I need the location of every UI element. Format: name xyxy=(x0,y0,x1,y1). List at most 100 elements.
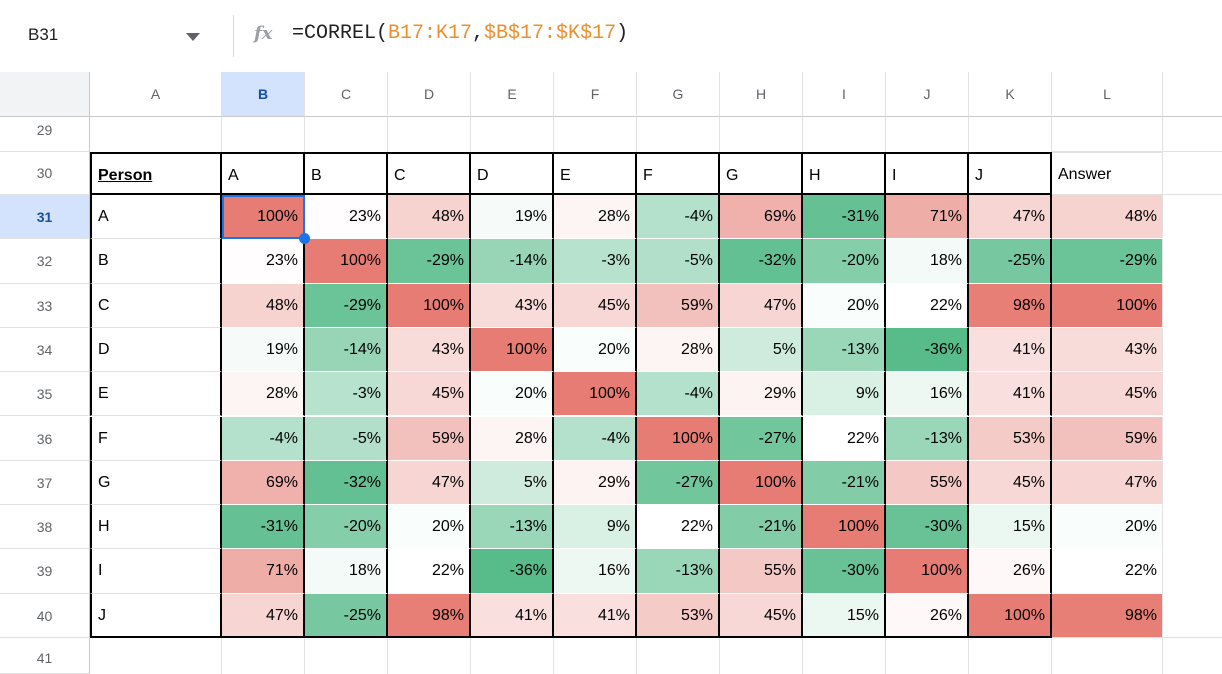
cell-person-D[interactable]: D xyxy=(90,327,222,373)
cell-D36[interactable]: 59% xyxy=(388,416,471,461)
row-header-35[interactable]: 35 xyxy=(0,372,90,417)
row-header-36[interactable]: 36 xyxy=(0,416,90,461)
cell-person-G[interactable]: G xyxy=(90,460,222,506)
cell-D31[interactable]: 48% xyxy=(388,195,471,240)
cell-header-F[interactable]: F xyxy=(637,152,720,195)
cell-J32[interactable]: 18% xyxy=(886,239,969,284)
cell-empty-r41[interactable] xyxy=(90,638,222,674)
cell-empty-39[interactable] xyxy=(1163,549,1222,594)
cell-J38[interactable]: -30% xyxy=(886,505,969,550)
column-header-A[interactable]: A xyxy=(90,72,222,117)
cell-B33[interactable]: 48% xyxy=(222,283,305,328)
cell-person-I[interactable]: I xyxy=(90,549,222,594)
cell-header-answer[interactable]: Answer xyxy=(1052,152,1163,195)
cell-G34[interactable]: 28% xyxy=(637,327,720,373)
cell-header-G[interactable]: G xyxy=(720,152,803,195)
cell-J40[interactable]: 26% xyxy=(886,593,969,638)
cell-D37[interactable]: 47% xyxy=(388,460,471,506)
cell-B36[interactable]: -4% xyxy=(222,416,305,461)
cell-K32[interactable]: -25% xyxy=(969,239,1052,284)
cell-empty-r29[interactable] xyxy=(1052,117,1163,152)
cell-G35[interactable]: -4% xyxy=(637,372,720,417)
cell-empty-r29[interactable] xyxy=(554,117,637,152)
cell-E40[interactable]: 41% xyxy=(471,593,554,638)
formula-input[interactable]: =CORREL(B17:K17,$B$17:$K$17) xyxy=(292,22,628,45)
cell-empty-r41[interactable] xyxy=(1163,638,1222,674)
cell-D40[interactable]: 98% xyxy=(388,593,471,638)
column-header-C[interactable]: C xyxy=(305,72,388,117)
cell-B34[interactable]: 19% xyxy=(222,327,305,373)
cell-person-J[interactable]: J xyxy=(90,593,222,638)
column-header-partial[interactable] xyxy=(1163,72,1222,117)
cell-E31[interactable]: 19% xyxy=(471,195,554,240)
cell-B35[interactable]: 28% xyxy=(222,372,305,417)
cell-person-header[interactable]: Person xyxy=(90,152,222,195)
cell-B37[interactable]: 69% xyxy=(222,460,305,506)
cell-D35[interactable]: 45% xyxy=(388,372,471,417)
cell-I40[interactable]: 15% xyxy=(803,593,886,638)
cell-empty-36[interactable] xyxy=(1163,416,1222,461)
cell-answer-31[interactable]: 48% xyxy=(1052,195,1163,240)
cell-answer-36[interactable]: 59% xyxy=(1052,416,1163,461)
cell-D32[interactable]: -29% xyxy=(388,239,471,284)
cell-K40[interactable]: 100% xyxy=(969,593,1052,638)
cell-empty-r41[interactable] xyxy=(969,638,1052,674)
cell-person-C[interactable]: C xyxy=(90,283,222,328)
cell-header-D[interactable]: D xyxy=(471,152,554,195)
cell-empty-r41[interactable] xyxy=(222,638,305,674)
cell-G39[interactable]: -13% xyxy=(637,549,720,594)
cell-K34[interactable]: 41% xyxy=(969,327,1052,373)
cell-empty-r41[interactable] xyxy=(720,638,803,674)
cell-G33[interactable]: 59% xyxy=(637,283,720,328)
cell-header-E[interactable]: E xyxy=(554,152,637,195)
row-header-40[interactable]: 40 xyxy=(0,593,90,638)
cell-empty-35[interactable] xyxy=(1163,372,1222,417)
column-header-B[interactable]: B xyxy=(222,72,305,117)
cell-answer-35[interactable]: 45% xyxy=(1052,372,1163,417)
cell-K31[interactable]: 47% xyxy=(969,195,1052,240)
cell-empty-r29[interactable] xyxy=(1163,117,1222,152)
cell-F37[interactable]: 29% xyxy=(554,460,637,506)
cell-G37[interactable]: -27% xyxy=(637,460,720,506)
cell-answer-33[interactable]: 100% xyxy=(1052,283,1163,328)
cell-F39[interactable]: 16% xyxy=(554,549,637,594)
column-header-I[interactable]: I xyxy=(803,72,886,117)
cell-F35[interactable]: 100% xyxy=(554,372,637,417)
cell-I34[interactable]: -13% xyxy=(803,327,886,373)
cell-empty-r29[interactable] xyxy=(720,117,803,152)
cell-K37[interactable]: 45% xyxy=(969,460,1052,506)
cell-J35[interactable]: 16% xyxy=(886,372,969,417)
cell-answer-40[interactable]: 98% xyxy=(1052,593,1163,638)
cell-E32[interactable]: -14% xyxy=(471,239,554,284)
column-header-E[interactable]: E xyxy=(471,72,554,117)
cell-D33[interactable]: 100% xyxy=(388,283,471,328)
row-header-31[interactable]: 31 xyxy=(0,195,90,240)
cell-C34[interactable]: -14% xyxy=(305,327,388,373)
cell-empty-31[interactable] xyxy=(1163,195,1222,240)
cell-G40[interactable]: 53% xyxy=(637,593,720,638)
cell-E35[interactable]: 20% xyxy=(471,372,554,417)
cell-empty-32[interactable] xyxy=(1163,239,1222,284)
cell-empty-40[interactable] xyxy=(1163,593,1222,638)
cell-E37[interactable]: 5% xyxy=(471,460,554,506)
cell-E36[interactable]: 28% xyxy=(471,416,554,461)
cell-E39[interactable]: -36% xyxy=(471,549,554,594)
cell-answer-38[interactable]: 20% xyxy=(1052,505,1163,550)
cell-person-E[interactable]: E xyxy=(90,372,222,417)
row-header-41[interactable]: 41 xyxy=(0,638,90,674)
cell-empty-33[interactable] xyxy=(1163,283,1222,328)
cell-H34[interactable]: 5% xyxy=(720,327,803,373)
column-header-D[interactable]: D xyxy=(388,72,471,117)
cell-D39[interactable]: 22% xyxy=(388,549,471,594)
cell-K33[interactable]: 98% xyxy=(969,283,1052,328)
column-header-G[interactable]: G xyxy=(637,72,720,117)
cell-D38[interactable]: 20% xyxy=(388,505,471,550)
cell-E38[interactable]: -13% xyxy=(471,505,554,550)
cell-G31[interactable]: -4% xyxy=(637,195,720,240)
cell-I33[interactable]: 20% xyxy=(803,283,886,328)
cell-H32[interactable]: -32% xyxy=(720,239,803,284)
cell-G38[interactable]: 22% xyxy=(637,505,720,550)
cell-C36[interactable]: -5% xyxy=(305,416,388,461)
cell-C38[interactable]: -20% xyxy=(305,505,388,550)
cell-empty-r41[interactable] xyxy=(388,638,471,674)
